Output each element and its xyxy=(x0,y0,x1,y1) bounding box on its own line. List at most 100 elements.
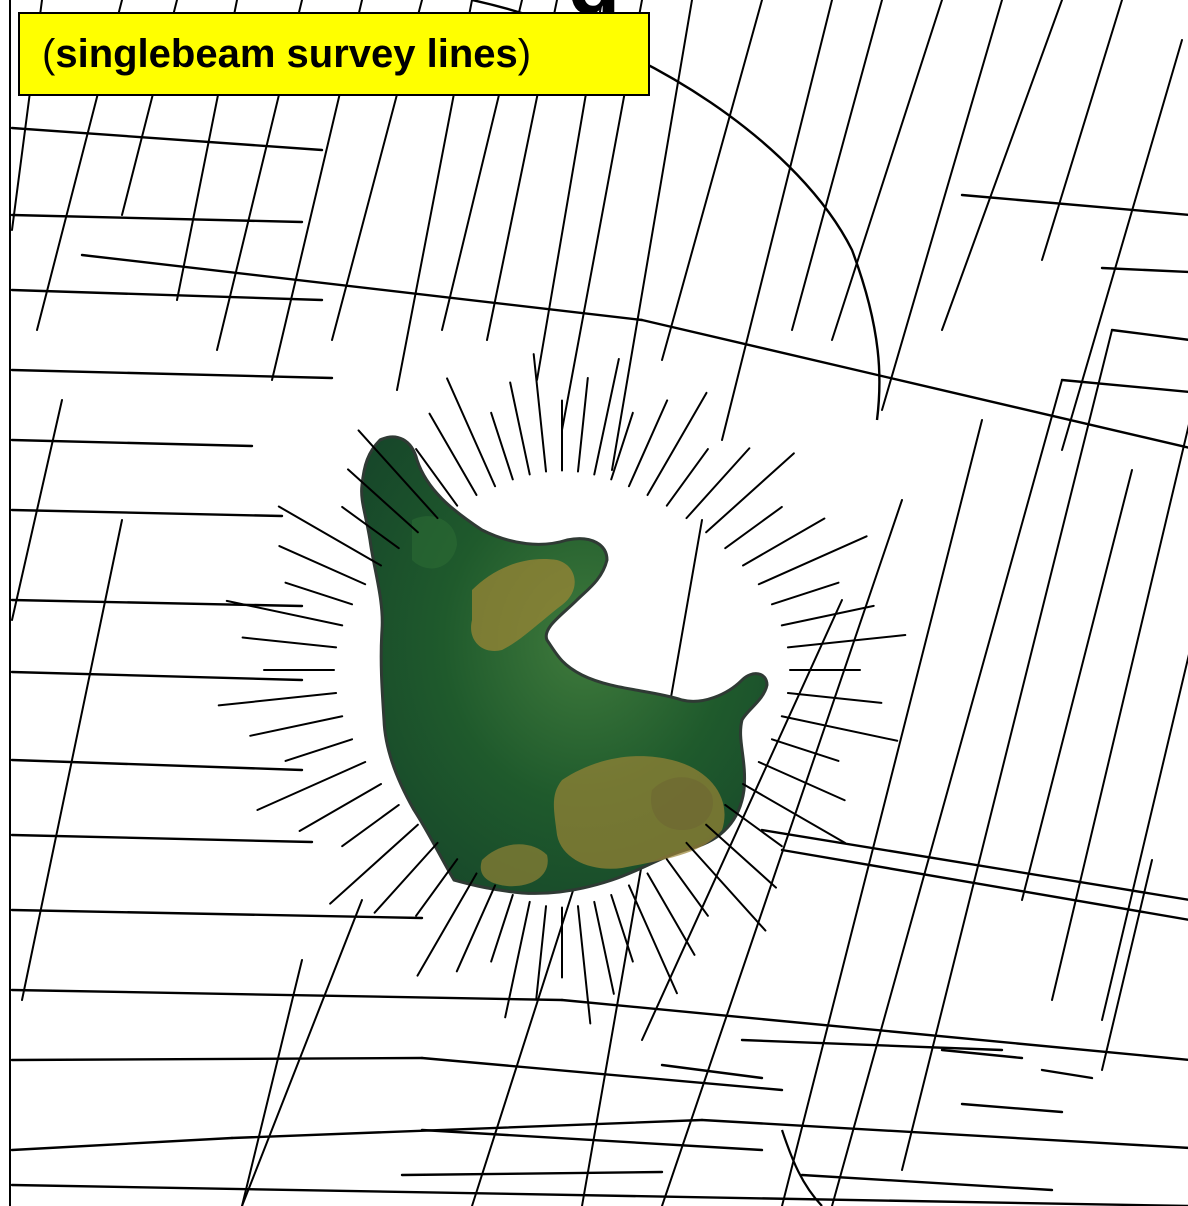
survey-track-line xyxy=(11,1183,1188,1206)
survey-track-line xyxy=(661,0,763,361)
survey-track-line xyxy=(11,1056,424,1062)
survey-track-line xyxy=(11,438,254,448)
survey-track-line xyxy=(11,833,314,844)
survey-track-line xyxy=(241,959,303,1206)
island-radial-track xyxy=(490,893,514,963)
island-radial-track xyxy=(256,761,367,812)
island-radial-track xyxy=(225,599,344,627)
survey-track-line xyxy=(781,419,983,1206)
survey-track-line xyxy=(800,1173,1054,1192)
survey-track-line xyxy=(660,1063,764,1080)
survey-track-line xyxy=(11,1136,234,1152)
survey-track-line xyxy=(11,908,424,920)
survey-track-line xyxy=(1060,378,1188,394)
map-frame xyxy=(9,0,1188,1206)
island-radial-track xyxy=(665,448,709,507)
island-radial-track xyxy=(610,411,634,481)
island-radial-track xyxy=(341,505,400,550)
island-radial-track xyxy=(705,823,778,889)
island-radial-track xyxy=(504,900,531,1019)
survey-track-line xyxy=(11,126,324,152)
survey-track-line xyxy=(11,368,334,380)
island-radial-track xyxy=(724,803,783,848)
island-radial-track xyxy=(277,505,383,567)
island-radial-track xyxy=(532,353,548,473)
island-radial-track xyxy=(665,858,709,917)
island-radial-track xyxy=(278,545,367,586)
island-radial-track xyxy=(593,358,620,476)
survey-track-line xyxy=(1021,469,1133,901)
survey-track-line xyxy=(21,519,123,1001)
survey-track-line xyxy=(80,253,644,322)
survey-track-line xyxy=(661,499,903,1206)
survey-track-line xyxy=(420,1056,784,1092)
survey-track-line xyxy=(1110,328,1188,341)
island-radial-track xyxy=(770,738,840,762)
island-radial-track xyxy=(415,858,459,917)
survey-track-line xyxy=(11,508,284,518)
survey-track-line xyxy=(881,0,1003,411)
island-highland-patch xyxy=(480,844,548,887)
island-ridge-patch xyxy=(412,516,457,569)
survey-track-line xyxy=(11,288,324,302)
survey-track-line xyxy=(1041,0,1123,261)
island-radial-track xyxy=(685,447,751,520)
survey-track-line xyxy=(1100,266,1188,274)
survey-track-line xyxy=(611,0,693,471)
island-radial-track xyxy=(627,884,678,995)
island-radial-track xyxy=(217,692,338,707)
survey-track-line xyxy=(1101,859,1153,1071)
island-radial-track xyxy=(593,900,615,995)
survey-track-line xyxy=(721,0,833,441)
survey-track-line xyxy=(640,318,1188,449)
survey-track-line xyxy=(941,0,1063,331)
survey-track-line xyxy=(11,598,304,608)
island-radial-track xyxy=(298,783,383,832)
survey-track-line xyxy=(780,848,1188,921)
survey-track-line xyxy=(960,1102,1064,1114)
island-radial-track xyxy=(780,715,899,742)
survey-track-line xyxy=(760,828,1188,901)
island-radial-track xyxy=(490,411,514,481)
island-radial-track xyxy=(646,872,696,956)
survey-track-line xyxy=(1101,654,1188,1021)
survey-track-line xyxy=(1040,1068,1094,1080)
island-radial-track xyxy=(509,381,531,476)
island-radial-track xyxy=(446,377,497,488)
survey-track-line xyxy=(11,988,564,1002)
island-radial-track xyxy=(357,429,439,520)
island-radial-track xyxy=(780,604,875,627)
island-radial-track xyxy=(428,412,478,497)
island-radial-track xyxy=(576,905,592,1025)
island-radial-track xyxy=(705,452,795,534)
survey-track-line xyxy=(1061,39,1183,451)
island-radial-track xyxy=(284,581,354,606)
island-radial-track xyxy=(724,505,783,550)
island-highland-patch xyxy=(471,559,575,651)
island-radial-track xyxy=(786,692,883,704)
island-lake-patch xyxy=(651,777,713,830)
island-radial-track xyxy=(741,783,847,844)
caption-close-paren: ) xyxy=(517,31,532,76)
island-radial-track xyxy=(341,803,400,848)
caption-label: singlebeam survey lines xyxy=(55,31,518,76)
survey-track-line xyxy=(1051,424,1188,1001)
island-radial-track xyxy=(373,841,439,914)
caption-box: (singlebeam survey lines) xyxy=(18,12,650,96)
island-radial-track xyxy=(757,535,868,586)
island-radial-track xyxy=(786,634,907,649)
survey-track-line xyxy=(641,599,843,1041)
survey-track-line xyxy=(901,329,1113,1171)
island-radial-track xyxy=(284,738,354,762)
island-radial-track xyxy=(770,581,840,606)
survey-track-line xyxy=(400,1170,664,1177)
island-radial-track xyxy=(741,517,826,567)
survey-track-line xyxy=(11,670,304,682)
survey-track-line xyxy=(791,0,883,331)
survey-track-lines xyxy=(11,0,1188,1206)
survey-track-line xyxy=(740,1038,1004,1052)
survey-track-line xyxy=(560,998,1188,1062)
caption-open-paren: ( xyxy=(42,31,56,76)
island-radial-track xyxy=(576,377,589,473)
island-radial-track xyxy=(241,636,338,649)
